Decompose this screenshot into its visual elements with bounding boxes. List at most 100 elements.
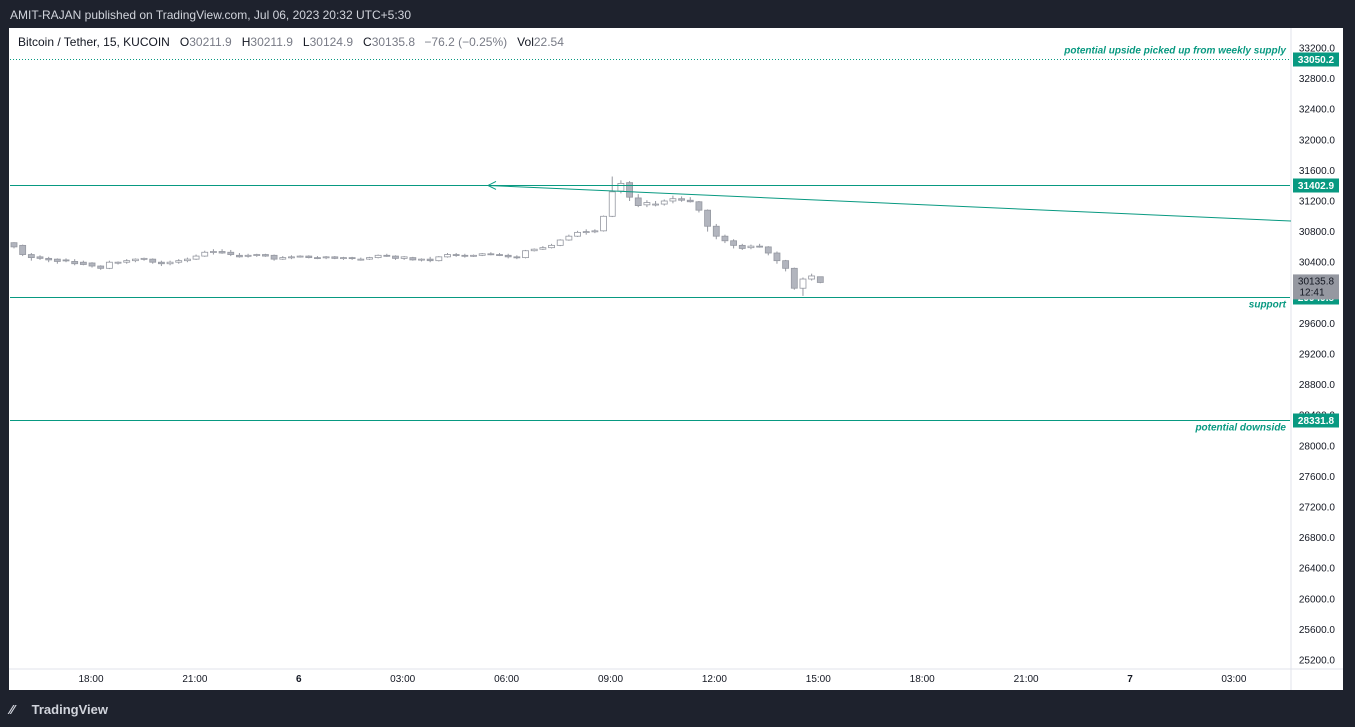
candle-down — [348, 257, 356, 260]
candle-up — [374, 254, 382, 259]
high-value: 30211.9 — [250, 35, 293, 49]
high-label: H — [241, 35, 251, 49]
bottom-bar — [0, 690, 1355, 727]
x-tick-label: 21:00 — [182, 674, 207, 685]
x-tick-label: 18:00 — [78, 674, 103, 685]
candle-up — [747, 245, 755, 249]
x-tick-label: 12:00 — [702, 674, 727, 685]
candle-down — [678, 198, 685, 201]
candle-down — [721, 235, 729, 242]
candle-down — [149, 258, 157, 263]
candle-up — [522, 250, 529, 259]
candle-down — [504, 254, 512, 258]
candle-up — [652, 203, 659, 206]
candle-down — [314, 257, 321, 260]
y-tick-label: 31200.0 — [1299, 197, 1336, 208]
candle-down — [88, 262, 96, 267]
candle-up — [418, 258, 425, 261]
candle-up — [470, 254, 477, 257]
candle-up — [366, 257, 373, 260]
candle-up — [608, 191, 616, 217]
y-tick-label: 27600.0 — [1299, 472, 1336, 483]
candle-down — [45, 257, 53, 261]
trend-line — [487, 184, 1292, 222]
candle-down — [513, 256, 521, 259]
candle-up — [192, 255, 200, 260]
candle-up — [600, 215, 607, 232]
candle-up — [478, 253, 486, 256]
candle-down — [634, 197, 642, 206]
candle-up — [201, 251, 209, 257]
last-price-text: 30135.8 — [1298, 276, 1335, 287]
candle-up — [556, 239, 564, 246]
low-label: L — [302, 35, 310, 49]
y-tick-label: 32400.0 — [1299, 105, 1336, 116]
candle-down — [79, 261, 87, 265]
candle-down — [764, 246, 772, 254]
candle-up — [175, 260, 183, 263]
close-value: 30135.8 — [371, 35, 416, 49]
candle-down — [816, 276, 824, 283]
candle-up — [357, 258, 365, 261]
candle-up — [435, 256, 443, 262]
candle-up — [114, 261, 122, 264]
candle-down — [262, 254, 269, 257]
brand-name: TradingView — [31, 702, 108, 717]
candle-up — [574, 231, 581, 237]
countdown-text: 12:41 — [1299, 287, 1324, 298]
y-tick-label: 27200.0 — [1299, 503, 1336, 514]
candle-down — [686, 199, 694, 203]
candle-down — [712, 225, 720, 237]
x-tick-label: 18:00 — [910, 674, 935, 685]
x-tick-label: 7 — [1127, 674, 1133, 685]
candle-up — [296, 255, 304, 258]
candle-up — [183, 258, 191, 262]
candle-down — [62, 259, 70, 262]
candle-down — [383, 254, 391, 257]
candle-down — [53, 258, 61, 262]
y-tick-label: 28800.0 — [1299, 380, 1336, 391]
change-value: −76.2 (−0.25%) — [424, 35, 508, 49]
open-value: 30211.9 — [189, 35, 232, 49]
chart-pane[interactable] — [9, 28, 1343, 690]
candle-up — [131, 258, 139, 262]
candle-up — [322, 256, 330, 259]
candle-down — [270, 254, 278, 260]
tradingview-brand[interactable]: ⁄⁄ TradingView — [10, 702, 108, 717]
candle-up — [530, 248, 538, 252]
candle-down — [790, 267, 798, 289]
close-label: C — [363, 35, 372, 49]
candle-down — [738, 244, 746, 249]
candle-up — [105, 261, 113, 269]
y-tick-label: 30800.0 — [1299, 227, 1336, 238]
y-tick-label: 25200.0 — [1299, 656, 1336, 667]
price-label-box — [1293, 178, 1339, 193]
level-annotation: support — [1249, 300, 1287, 311]
candle-up — [166, 261, 174, 265]
y-tick-label: 32000.0 — [1299, 135, 1336, 146]
candle-down — [409, 257, 417, 261]
y-tick-label: 26400.0 — [1299, 564, 1336, 575]
y-tick-label: 28000.0 — [1299, 441, 1336, 452]
candle-down — [36, 256, 44, 259]
tradingview-logo-icon: ⁄⁄ — [10, 702, 15, 717]
candle-down — [227, 251, 235, 255]
candle-up — [617, 183, 625, 192]
price-label-text: 33050.2 — [1298, 55, 1335, 66]
published-caption: AMIT-RAJAN published on TradingView.com,… — [10, 8, 411, 22]
y-tick-label: 31600.0 — [1299, 166, 1336, 177]
candle-down — [331, 256, 339, 259]
candle-down — [157, 261, 165, 265]
y-tick-label: 26800.0 — [1299, 533, 1336, 544]
candle-down — [305, 255, 313, 259]
volume-value: 22.54 — [533, 35, 564, 49]
candle-up — [288, 256, 295, 259]
candle-down — [218, 251, 226, 254]
candle-down — [452, 254, 460, 256]
candle-down — [236, 254, 243, 258]
candle-down — [487, 253, 495, 256]
x-tick-label: 15:00 — [806, 674, 831, 685]
top-bar: AMIT-RAJAN published on TradingView.com,… — [0, 0, 1355, 28]
y-tick-label: 33200.0 — [1299, 44, 1336, 55]
